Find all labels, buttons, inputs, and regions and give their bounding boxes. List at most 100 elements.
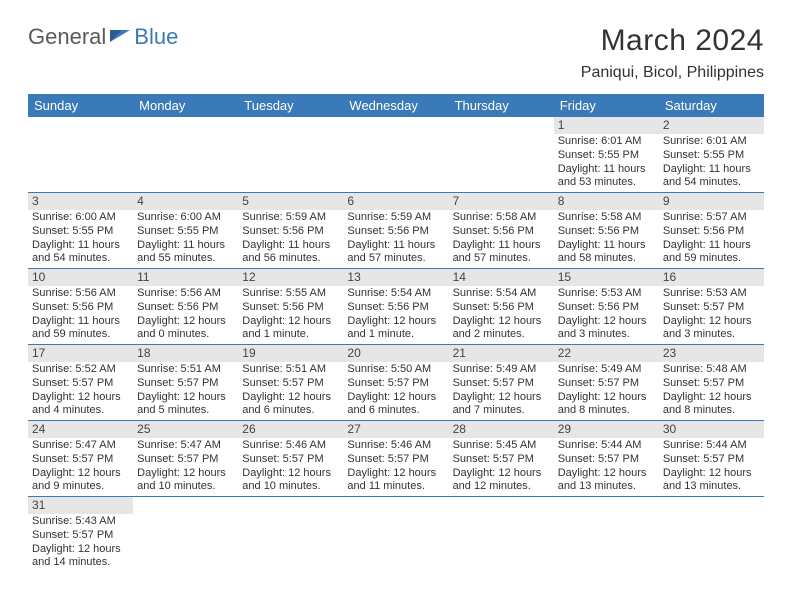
calendar-day-cell: [343, 497, 448, 573]
calendar-day-cell: 29Sunrise: 5:44 AMSunset: 5:57 PMDayligh…: [554, 421, 659, 497]
day-number: 13: [343, 269, 448, 286]
daylight-text: Daylight: 12 hours and 7 minutes.: [453, 391, 550, 419]
sunrise-text: Sunrise: 5:54 AM: [347, 287, 444, 301]
page-header: General Blue March 2024 Paniqui, Bicol, …: [28, 24, 764, 82]
weekday-header: Friday: [554, 94, 659, 117]
daylight-text: Daylight: 11 hours and 53 minutes.: [558, 163, 655, 191]
day-number: 21: [449, 345, 554, 362]
daylight-text: Daylight: 12 hours and 1 minute.: [242, 315, 339, 343]
sunset-text: Sunset: 5:57 PM: [663, 377, 760, 391]
daylight-text: Daylight: 12 hours and 13 minutes.: [558, 467, 655, 495]
daylight-text: Daylight: 12 hours and 11 minutes.: [347, 467, 444, 495]
day-number: 30: [659, 421, 764, 438]
calendar-week-row: 3Sunrise: 6:00 AMSunset: 5:55 PMDaylight…: [28, 193, 764, 269]
day-number: 6: [343, 193, 448, 210]
sunrise-text: Sunrise: 5:46 AM: [242, 439, 339, 453]
sunset-text: Sunset: 5:57 PM: [347, 377, 444, 391]
day-number: 31: [28, 497, 133, 514]
daylight-text: Daylight: 11 hours and 57 minutes.: [453, 239, 550, 267]
sunrise-text: Sunrise: 5:51 AM: [242, 363, 339, 377]
sunset-text: Sunset: 5:57 PM: [242, 377, 339, 391]
day-content: Sunrise: 5:52 AMSunset: 5:57 PMDaylight:…: [28, 362, 133, 420]
sunrise-text: Sunrise: 5:43 AM: [32, 515, 129, 529]
logo-text-2: Blue: [134, 24, 178, 50]
calendar-day-cell: [28, 117, 133, 193]
calendar-day-cell: [238, 497, 343, 573]
calendar-day-cell: [659, 497, 764, 573]
day-content: Sunrise: 5:59 AMSunset: 5:56 PMDaylight:…: [343, 210, 448, 268]
sunset-text: Sunset: 5:55 PM: [558, 149, 655, 163]
day-number: 9: [659, 193, 764, 210]
weekday-header: Monday: [133, 94, 238, 117]
calendar-day-cell: 5Sunrise: 5:59 AMSunset: 5:56 PMDaylight…: [238, 193, 343, 269]
day-content: Sunrise: 5:54 AMSunset: 5:56 PMDaylight:…: [343, 286, 448, 344]
daylight-text: Daylight: 11 hours and 54 minutes.: [32, 239, 129, 267]
sunset-text: Sunset: 5:55 PM: [137, 225, 234, 239]
sunrise-text: Sunrise: 5:56 AM: [32, 287, 129, 301]
sunrise-text: Sunrise: 5:53 AM: [663, 287, 760, 301]
day-number: 25: [133, 421, 238, 438]
day-content: Sunrise: 5:44 AMSunset: 5:57 PMDaylight:…: [659, 438, 764, 496]
sunrise-text: Sunrise: 6:01 AM: [558, 135, 655, 149]
sunrise-text: Sunrise: 6:00 AM: [32, 211, 129, 225]
day-number: 23: [659, 345, 764, 362]
day-number: 19: [238, 345, 343, 362]
sunset-text: Sunset: 5:56 PM: [347, 225, 444, 239]
calendar-day-cell: 19Sunrise: 5:51 AMSunset: 5:57 PMDayligh…: [238, 345, 343, 421]
calendar-day-cell: 26Sunrise: 5:46 AMSunset: 5:57 PMDayligh…: [238, 421, 343, 497]
day-content: Sunrise: 5:53 AMSunset: 5:57 PMDaylight:…: [659, 286, 764, 344]
calendar-day-cell: 3Sunrise: 6:00 AMSunset: 5:55 PMDaylight…: [28, 193, 133, 269]
day-content: Sunrise: 5:56 AMSunset: 5:56 PMDaylight:…: [28, 286, 133, 344]
weekday-header-row: Sunday Monday Tuesday Wednesday Thursday…: [28, 94, 764, 117]
calendar-week-row: 17Sunrise: 5:52 AMSunset: 5:57 PMDayligh…: [28, 345, 764, 421]
title-block: March 2024 Paniqui, Bicol, Philippines: [581, 24, 764, 82]
weekday-header: Saturday: [659, 94, 764, 117]
calendar-day-cell: 17Sunrise: 5:52 AMSunset: 5:57 PMDayligh…: [28, 345, 133, 421]
day-content: Sunrise: 6:01 AMSunset: 5:55 PMDaylight:…: [659, 134, 764, 192]
day-number: 24: [28, 421, 133, 438]
daylight-text: Daylight: 12 hours and 13 minutes.: [663, 467, 760, 495]
calendar-day-cell: 2Sunrise: 6:01 AMSunset: 5:55 PMDaylight…: [659, 117, 764, 193]
day-number: 12: [238, 269, 343, 286]
calendar-day-cell: [343, 117, 448, 193]
daylight-text: Daylight: 12 hours and 12 minutes.: [453, 467, 550, 495]
calendar-day-cell: 25Sunrise: 5:47 AMSunset: 5:57 PMDayligh…: [133, 421, 238, 497]
sunrise-text: Sunrise: 5:47 AM: [137, 439, 234, 453]
daylight-text: Daylight: 12 hours and 8 minutes.: [558, 391, 655, 419]
weekday-header: Tuesday: [238, 94, 343, 117]
sunset-text: Sunset: 5:57 PM: [137, 453, 234, 467]
daylight-text: Daylight: 12 hours and 6 minutes.: [242, 391, 339, 419]
sunset-text: Sunset: 5:57 PM: [558, 377, 655, 391]
weekday-header: Wednesday: [343, 94, 448, 117]
daylight-text: Daylight: 12 hours and 8 minutes.: [663, 391, 760, 419]
weekday-header: Thursday: [449, 94, 554, 117]
day-content: Sunrise: 5:44 AMSunset: 5:57 PMDaylight:…: [554, 438, 659, 496]
day-content: Sunrise: 6:00 AMSunset: 5:55 PMDaylight:…: [133, 210, 238, 268]
sunset-text: Sunset: 5:56 PM: [137, 301, 234, 315]
calendar-table: Sunday Monday Tuesday Wednesday Thursday…: [28, 94, 764, 572]
day-number: 26: [238, 421, 343, 438]
daylight-text: Daylight: 11 hours and 56 minutes.: [242, 239, 339, 267]
day-content: Sunrise: 6:01 AMSunset: 5:55 PMDaylight:…: [554, 134, 659, 192]
weekday-header: Sunday: [28, 94, 133, 117]
sunset-text: Sunset: 5:56 PM: [32, 301, 129, 315]
sunrise-text: Sunrise: 5:44 AM: [558, 439, 655, 453]
calendar-day-cell: 4Sunrise: 6:00 AMSunset: 5:55 PMDaylight…: [133, 193, 238, 269]
calendar-day-cell: 22Sunrise: 5:49 AMSunset: 5:57 PMDayligh…: [554, 345, 659, 421]
day-content: Sunrise: 5:49 AMSunset: 5:57 PMDaylight:…: [554, 362, 659, 420]
calendar-day-cell: 9Sunrise: 5:57 AMSunset: 5:56 PMDaylight…: [659, 193, 764, 269]
daylight-text: Daylight: 12 hours and 14 minutes.: [32, 543, 129, 571]
day-number: 20: [343, 345, 448, 362]
calendar-day-cell: 7Sunrise: 5:58 AMSunset: 5:56 PMDaylight…: [449, 193, 554, 269]
logo: General Blue: [28, 24, 178, 50]
day-number: 29: [554, 421, 659, 438]
day-number: 7: [449, 193, 554, 210]
calendar-day-cell: [133, 497, 238, 573]
sunrise-text: Sunrise: 5:49 AM: [453, 363, 550, 377]
day-content: Sunrise: 5:49 AMSunset: 5:57 PMDaylight:…: [449, 362, 554, 420]
sunrise-text: Sunrise: 5:47 AM: [32, 439, 129, 453]
daylight-text: Daylight: 11 hours and 58 minutes.: [558, 239, 655, 267]
sunset-text: Sunset: 5:57 PM: [663, 301, 760, 315]
calendar-day-cell: [133, 117, 238, 193]
sunset-text: Sunset: 5:56 PM: [663, 225, 760, 239]
